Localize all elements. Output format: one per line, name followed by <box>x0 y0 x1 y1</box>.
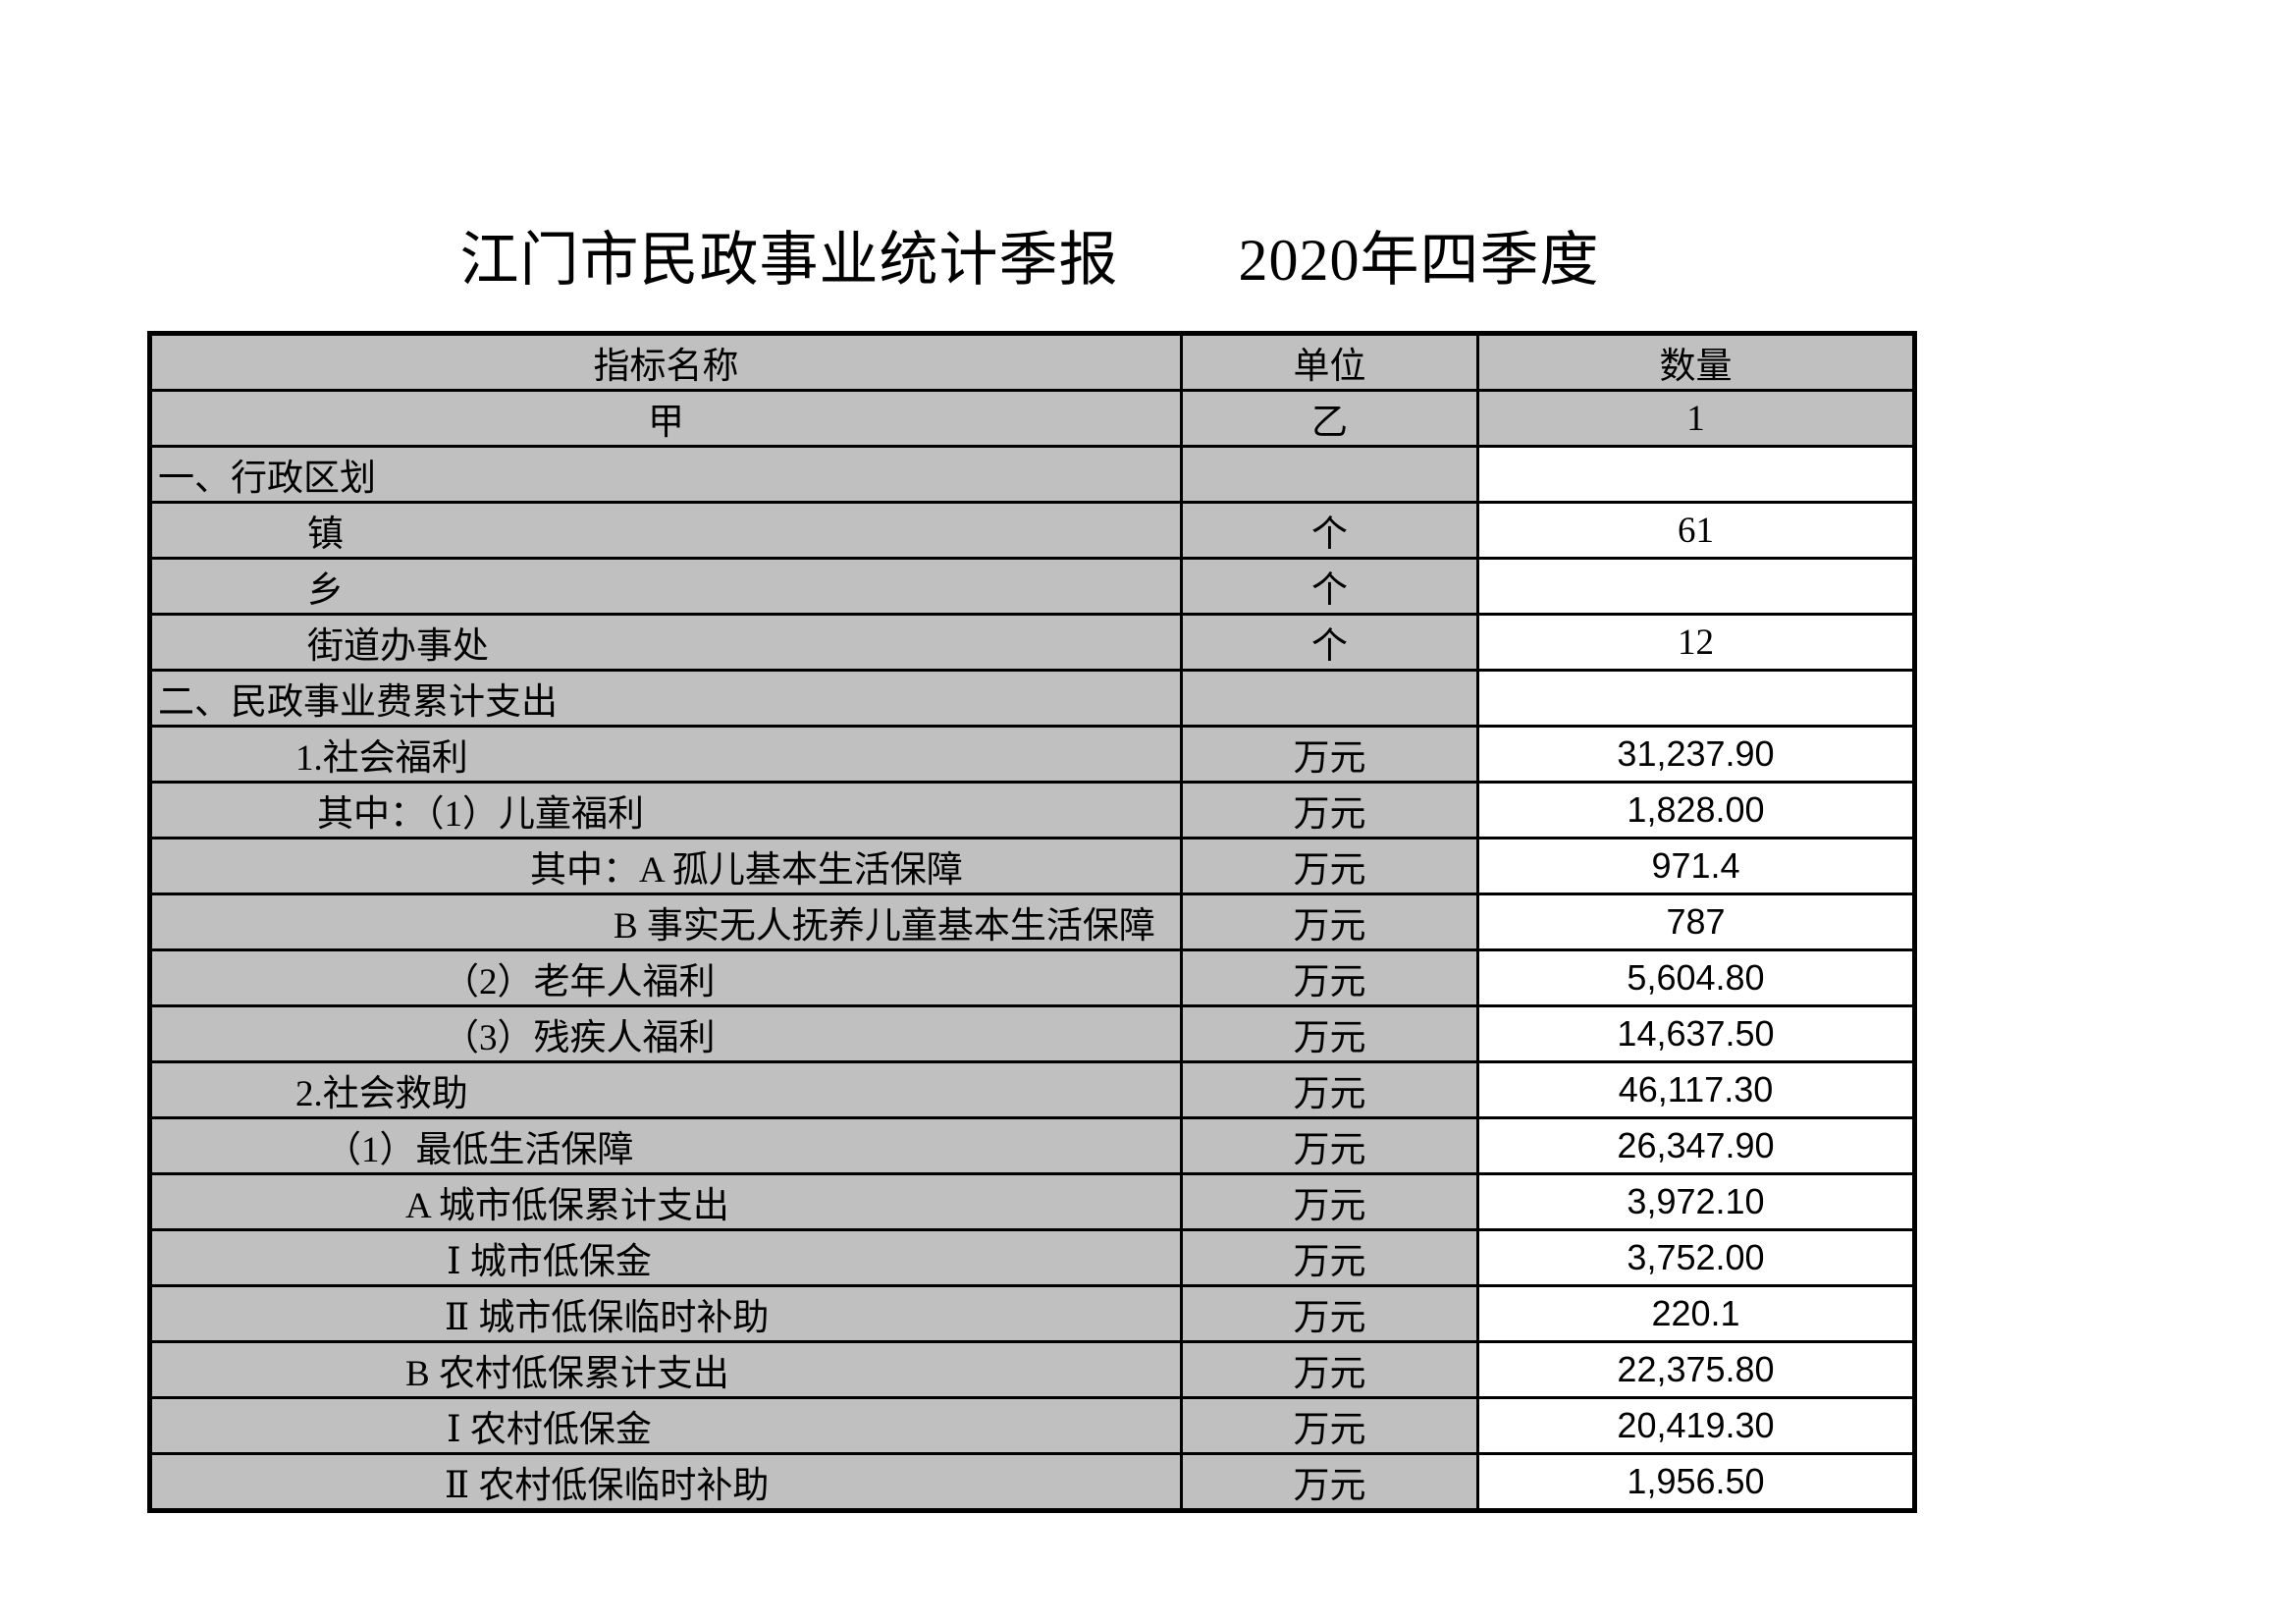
value-cell <box>1476 669 1916 728</box>
value-cell: 3,752.00 <box>1476 1228 1916 1287</box>
indicator-cell: Ⅱ 城市低保临时补助 <box>148 1284 1183 1343</box>
unit-cell: 万元 <box>1180 1284 1479 1343</box>
table-row: （3）残疾人福利 万元 14,637.50 <box>148 1004 1916 1063</box>
indicator-cell: 其中：A 孤儿基本生活保障 <box>148 837 1183 895</box>
unit-cell <box>1180 445 1479 504</box>
unit-cell: 万元 <box>1180 1116 1479 1175</box>
indicator-cell: 其中：（1）儿童福利 <box>148 781 1183 839</box>
unit-cell: 万元 <box>1180 725 1479 784</box>
value-cell <box>1476 445 1916 504</box>
table-row: 镇个 61 <box>148 501 1916 560</box>
table-row: A 城市低保累计支出 万元 3,972.10 <box>148 1172 1916 1231</box>
table-row: Ⅱ 农村低保临时补助 万元 1,956.50 <box>148 1452 1916 1512</box>
table-row: 其中：（1）儿童福利 万元 1,828.00 <box>148 781 1916 839</box>
table-row: 二、民政事业费累计支出 <box>148 669 1916 728</box>
table-row: 一、行政区划 <box>148 445 1916 504</box>
value-cell: 12 <box>1476 613 1916 672</box>
table-row: 1.社会福利 万元 31,237.90 <box>148 725 1916 784</box>
unit-cell: 个 <box>1180 557 1479 616</box>
col-header-indicator: 指标名称 <box>148 332 1183 392</box>
col-key-unit: 乙 <box>1180 389 1479 448</box>
unit-cell: 万元 <box>1180 1004 1479 1063</box>
indicator-cell: 2.社会救助 <box>148 1060 1183 1119</box>
unit-cell: 万元 <box>1180 1060 1479 1119</box>
value-cell: 1,956.50 <box>1476 1452 1916 1512</box>
value-cell: 787 <box>1476 893 1916 951</box>
indicator-cell: （3）残疾人福利 <box>148 1004 1183 1063</box>
col-key-quantity: 1 <box>1476 389 1916 448</box>
indicator-cell: （2）老年人福利 <box>148 948 1183 1007</box>
indicator-cell: Ⅱ 农村低保临时补助 <box>148 1452 1183 1512</box>
indicator-cell: 1.社会福利 <box>148 725 1183 784</box>
table-row: 街道办事处个 12 <box>148 613 1916 672</box>
value-cell: 971.4 <box>1476 837 1916 895</box>
header-row-keys: 甲 乙 1 <box>148 389 1916 448</box>
indicator-cell: B 事实无人抚养儿童基本生活保障 <box>148 893 1183 951</box>
col-key-indicator: 甲 <box>148 389 1183 448</box>
indicator-cell: 街道办事处 <box>148 613 1183 672</box>
value-cell: 20,419.30 <box>1476 1396 1916 1455</box>
table-row: B 农村低保累计支出 万元 22,375.80 <box>148 1340 1916 1399</box>
indicator-cell: 镇 <box>148 501 1183 560</box>
col-header-quantity: 数量 <box>1476 332 1916 392</box>
indicator-cell: 乡 <box>148 557 1183 616</box>
unit-cell: 万元 <box>1180 893 1479 951</box>
value-cell: 14,637.50 <box>1476 1004 1916 1063</box>
table-row: Ⅱ 城市低保临时补助 万元 220.1 <box>148 1284 1916 1343</box>
unit-cell: 万元 <box>1180 1452 1479 1512</box>
indicator-cell: Ⅰ 农村低保金 <box>148 1396 1183 1455</box>
table-row: （2）老年人福利 万元 5,604.80 <box>148 948 1916 1007</box>
table-row: （1）最低生活保障 万元 26,347.90 <box>148 1116 1916 1175</box>
value-cell: 1,828.00 <box>1476 781 1916 839</box>
stats-table-body: 一、行政区划镇个 61 乡个街道办事处个 12 二、民政事业费累计支出 1.社会福利 万元 3… <box>148 445 1916 1512</box>
unit-cell <box>1180 669 1479 728</box>
unit-cell: 万元 <box>1180 837 1479 895</box>
value-cell: 3,972.10 <box>1476 1172 1916 1231</box>
value-cell: 5,604.80 <box>1476 948 1916 1007</box>
value-cell <box>1476 557 1916 616</box>
indicator-cell: Ⅰ 城市低保金 <box>148 1228 1183 1287</box>
value-cell: 61 <box>1476 501 1916 560</box>
indicator-cell: （1）最低生活保障 <box>148 1116 1183 1175</box>
value-cell: 31,237.90 <box>1476 725 1916 784</box>
indicator-cell: 二、民政事业费累计支出 <box>148 669 1183 728</box>
table-row: B 事实无人抚养儿童基本生活保障 万元 787 <box>148 893 1916 951</box>
unit-cell: 万元 <box>1180 781 1479 839</box>
unit-cell: 个 <box>1180 501 1479 560</box>
table-row: Ⅰ 农村低保金 万元 20,419.30 <box>148 1396 1916 1455</box>
indicator-cell: 一、行政区划 <box>148 445 1183 504</box>
table-row: 其中：A 孤儿基本生活保障 万元 971.4 <box>148 837 1916 895</box>
table-row: 乡个 <box>148 557 1916 616</box>
indicator-cell: A 城市低保累计支出 <box>148 1172 1183 1231</box>
table-row: 2.社会救助 万元 46,117.30 <box>148 1060 1916 1119</box>
header-row-labels: 指标名称 单位 数量 <box>148 332 1916 392</box>
value-cell: 26,347.90 <box>1476 1116 1916 1175</box>
unit-cell: 万元 <box>1180 1340 1479 1399</box>
unit-cell: 万元 <box>1180 1228 1479 1287</box>
unit-cell: 万元 <box>1180 1172 1479 1231</box>
page-title: 江门市民政事业统计季报 2020年四季度 <box>459 228 1600 293</box>
table-row: Ⅰ 城市低保金 万元 3,752.00 <box>148 1228 1916 1287</box>
value-cell: 46,117.30 <box>1476 1060 1916 1119</box>
unit-cell: 万元 <box>1180 1396 1479 1455</box>
stats-table: 指标名称 单位 数量 甲 乙 1 一、行政区划镇个 61 乡个街道办事处个 12 二、民… <box>147 331 1917 1513</box>
col-header-unit: 单位 <box>1180 332 1479 392</box>
indicator-cell: B 农村低保累计支出 <box>148 1340 1183 1399</box>
value-cell: 220.1 <box>1476 1284 1916 1343</box>
unit-cell: 万元 <box>1180 948 1479 1007</box>
unit-cell: 个 <box>1180 613 1479 672</box>
value-cell: 22,375.80 <box>1476 1340 1916 1399</box>
